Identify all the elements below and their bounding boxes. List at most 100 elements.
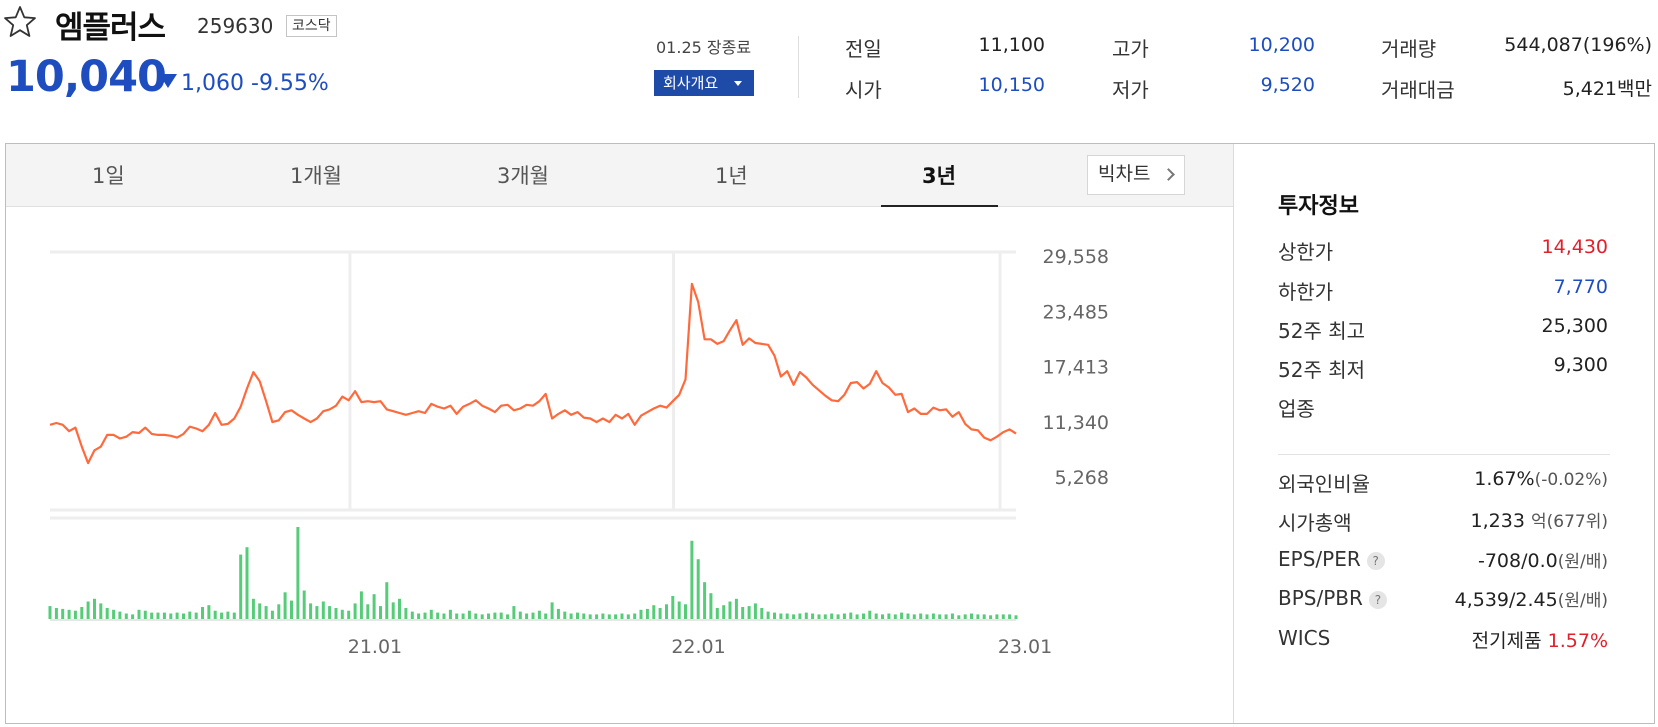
close-date: 01.25 장종료 — [656, 38, 752, 57]
lower-limit-value: 7,770 — [1553, 276, 1608, 298]
down-arrow-icon — [159, 74, 177, 88]
volume-bar — [703, 582, 707, 619]
volume-bar — [1008, 614, 1012, 619]
volume-bar — [182, 613, 185, 619]
tab-3year[interactable]: 3년 — [922, 164, 956, 188]
volume-bar — [328, 606, 332, 619]
eps-per-number: -708/0.0 — [1477, 550, 1558, 572]
company-overview-button[interactable]: 회사개요 — [654, 70, 754, 96]
volume-bar — [912, 614, 916, 619]
volume-bar — [105, 608, 109, 619]
company-overview-label: 회사개요 — [663, 74, 719, 92]
volume-bar — [893, 614, 897, 619]
volume-bar — [607, 614, 611, 619]
chevron-right-icon — [1162, 168, 1175, 181]
low-value: 9,520 — [1260, 74, 1315, 96]
volume-bar — [436, 612, 440, 619]
volume-bar — [404, 608, 408, 619]
volume-bar — [620, 613, 624, 619]
volume-bar — [887, 613, 891, 619]
volume-bar — [391, 602, 395, 619]
chart-grid — [50, 250, 1016, 520]
volume-bar — [976, 614, 980, 619]
volume-bar — [61, 608, 65, 619]
volume-bar — [80, 607, 84, 619]
prev-close-label: 전일 — [845, 37, 882, 61]
volume-bar — [245, 547, 249, 619]
foreign-ratio-number: 1.67% — [1474, 468, 1535, 490]
volume-bar — [429, 609, 433, 619]
volume-bar — [963, 614, 967, 619]
volume-bar — [747, 606, 751, 619]
volume-bar — [372, 594, 376, 619]
volume-value: 544,087(196%) — [1504, 34, 1652, 56]
x-tick-label: 21.01 — [348, 636, 402, 658]
tab-1day[interactable]: 1일 — [92, 164, 125, 188]
bps-pbr-label: BPS/PBR? — [1278, 586, 1387, 610]
help-icon[interactable]: ? — [1368, 590, 1387, 609]
volume-bar — [576, 612, 579, 619]
favorite-star-icon[interactable] — [2, 4, 38, 40]
market-cap-value: 1,233 억(677위) — [1471, 507, 1608, 532]
volume-bar — [645, 608, 649, 619]
volume-bar — [67, 609, 71, 619]
volume-bar — [715, 608, 719, 619]
volume-bar — [410, 611, 414, 619]
stock-code: 259630 — [197, 14, 274, 38]
open-value: 10,150 — [978, 74, 1045, 96]
volume-bar — [531, 612, 535, 619]
volume-bar — [379, 606, 382, 619]
price-change: 1,060 — [181, 71, 244, 96]
volume-bar — [188, 611, 192, 619]
volume-bar — [970, 613, 973, 619]
high-label: 고가 — [1112, 37, 1149, 61]
bps-pbr-text: BPS/PBR — [1278, 586, 1363, 610]
bigchart-label: 빅차트 — [1098, 163, 1151, 185]
x-tick-label: 23.01 — [998, 636, 1052, 658]
volume-bar — [881, 614, 884, 619]
volume-bar — [950, 613, 954, 619]
volume-bar — [919, 613, 923, 619]
volume-bar — [1014, 615, 1018, 619]
volume-bar — [277, 604, 281, 619]
period-tabs: 1일 1개월 3개월 1년 3년 빅차트 — [6, 144, 1233, 207]
volume-bar — [626, 614, 630, 619]
volume-bar — [54, 608, 58, 619]
volume-bar — [353, 603, 357, 619]
volume-bar — [753, 603, 757, 619]
volume-bar — [601, 613, 605, 619]
high-value: 10,200 — [1248, 34, 1315, 56]
volume-bar — [169, 613, 173, 619]
volume-bar — [525, 613, 529, 619]
volume-bar — [251, 598, 255, 619]
volume-bar — [48, 606, 52, 619]
y-tick-label: 5,268 — [1055, 467, 1109, 489]
tab-1year[interactable]: 1년 — [715, 164, 748, 188]
low-label: 저가 — [1112, 78, 1149, 102]
volume-bar — [931, 613, 935, 619]
volume-bar — [99, 603, 103, 619]
volume-bar — [461, 613, 465, 619]
wics-label: WICS — [1278, 626, 1331, 650]
volume-bar — [290, 600, 293, 619]
volume-bar — [556, 608, 560, 619]
bigchart-button[interactable]: 빅차트 — [1087, 155, 1185, 195]
volume-bar — [270, 610, 274, 619]
volume-bar — [823, 614, 827, 619]
volume-bar — [213, 610, 217, 619]
volume-bar — [569, 613, 573, 619]
divider — [1278, 454, 1610, 455]
tab-1month[interactable]: 1개월 — [290, 164, 343, 188]
foreign-ratio-value: 1.67%(-0.02%) — [1474, 468, 1608, 490]
tab-3month[interactable]: 3개월 — [497, 164, 550, 188]
help-icon[interactable]: ? — [1366, 551, 1385, 570]
volume-bar — [671, 596, 675, 619]
volume-bar — [232, 612, 236, 619]
volume-bar — [118, 611, 122, 619]
volume-bar — [588, 614, 592, 619]
volume-bar — [798, 613, 802, 619]
volume-bar — [150, 612, 154, 619]
volume-label: 거래량 — [1381, 37, 1437, 61]
volume-bar — [544, 613, 548, 619]
volume-bar — [417, 613, 421, 619]
